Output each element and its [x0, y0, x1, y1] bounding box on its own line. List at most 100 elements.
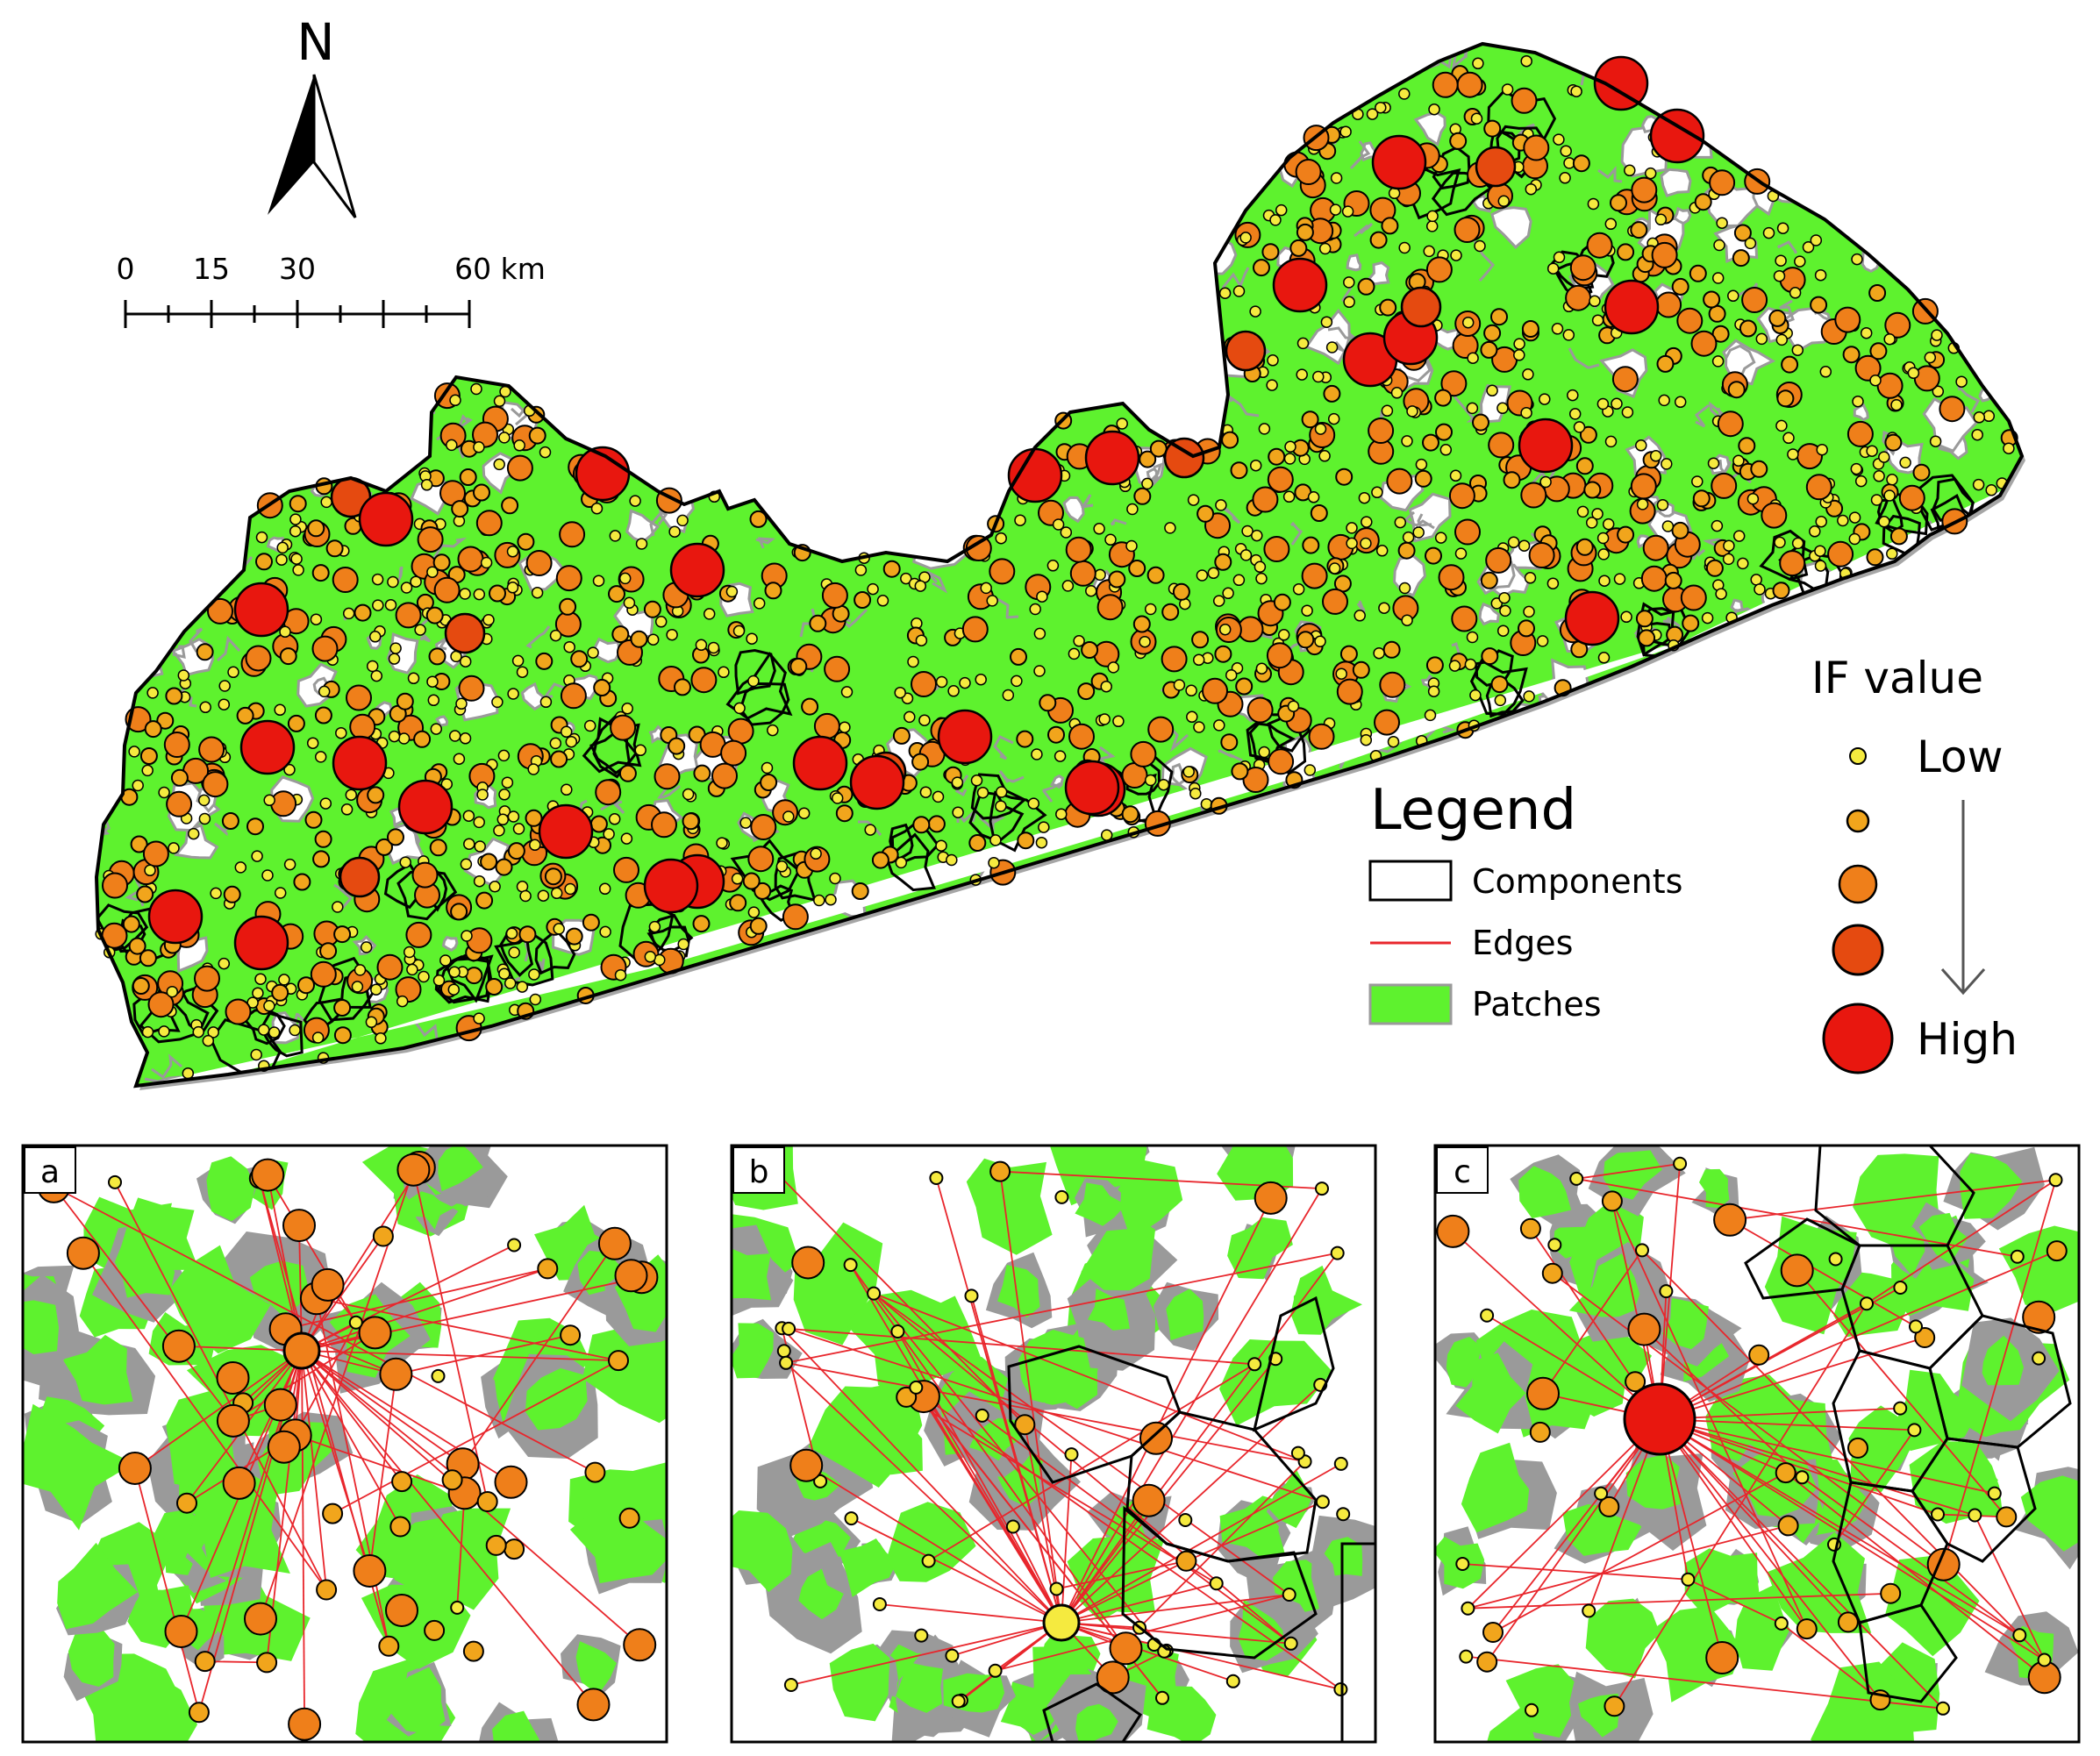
node-point-high — [1475, 146, 1517, 188]
node-point — [1789, 287, 1802, 299]
inset-node — [1987, 1486, 2002, 1501]
node-point — [1339, 645, 1358, 663]
inset-node — [1775, 1462, 1796, 1484]
patch-gap — [1853, 403, 1869, 422]
inset-edge — [301, 1350, 595, 1706]
node-point — [1322, 588, 1348, 615]
node-point — [1878, 516, 1890, 528]
inset-patch — [62, 1334, 133, 1405]
node-point — [809, 614, 827, 632]
patch-gap — [929, 185, 981, 234]
node-point — [489, 881, 501, 893]
node-point — [854, 591, 872, 609]
node-point — [1246, 696, 1274, 724]
node-point — [354, 603, 372, 622]
patch-edge — [1732, 282, 1759, 301]
node-point — [1200, 797, 1213, 810]
patch-edge — [1895, 958, 1911, 974]
inset-node — [372, 1225, 394, 1247]
inset-edge — [301, 1267, 548, 1352]
inset-edge — [1659, 1418, 1882, 1701]
patch-edge — [1224, 1028, 1247, 1050]
inset-patch — [23, 1300, 59, 1354]
node-point — [563, 640, 575, 653]
component-outline — [885, 832, 936, 892]
node-point — [676, 514, 689, 527]
node-point — [396, 995, 409, 1008]
patch-gap — [137, 490, 189, 540]
node-point — [1617, 525, 1635, 544]
node-point — [1010, 647, 1027, 666]
node-point — [446, 439, 458, 452]
node-point — [1690, 330, 1718, 357]
patch-gap — [886, 46, 916, 73]
node-point-high — [358, 491, 414, 547]
node-point — [1046, 560, 1060, 572]
patch-edge — [955, 202, 973, 226]
node-point — [365, 1016, 378, 1029]
patch-edge — [1211, 170, 1225, 189]
patch-edge — [825, 389, 849, 411]
node-point — [1397, 541, 1416, 560]
inset-edge — [958, 1622, 1062, 1702]
if-arrow-head — [1940, 968, 1986, 996]
node-point — [498, 432, 511, 444]
patch-edge — [1031, 1071, 1044, 1086]
node-point — [1610, 194, 1627, 212]
node-point — [1819, 366, 1832, 378]
inset-edge — [412, 1169, 489, 1503]
patch-gap — [414, 117, 438, 139]
node-point — [1196, 569, 1209, 582]
patch-gap — [389, 199, 435, 251]
inset-patch — [1568, 1253, 1640, 1317]
node-point — [1346, 522, 1358, 534]
node-point — [289, 525, 302, 538]
node-point — [1656, 354, 1675, 373]
patch-gap — [1824, 603, 1872, 650]
node-point — [1207, 567, 1220, 580]
inset-edge — [1659, 1418, 1849, 1623]
node-point — [1682, 614, 1700, 632]
scale-bar: 0 15 30 60 km — [117, 252, 546, 328]
patch-gap — [1900, 796, 1933, 827]
node-point — [1707, 457, 1720, 469]
node-point — [1371, 486, 1383, 499]
node-point — [559, 521, 586, 548]
node-point — [1768, 309, 1787, 327]
node-point — [1518, 619, 1535, 638]
inset-node — [1625, 1371, 1646, 1393]
node-point — [493, 395, 506, 408]
inset-edge — [873, 1292, 1305, 1463]
node-point — [376, 953, 404, 981]
node-point — [287, 714, 305, 732]
component-outline — [730, 839, 801, 902]
inset-node — [1713, 1203, 1747, 1237]
node-point — [389, 642, 402, 654]
inset-edge — [53, 1186, 234, 1422]
node-point — [276, 541, 289, 554]
patch-gap — [1968, 915, 1992, 938]
node-point — [1869, 374, 1882, 387]
patch-gap — [314, 240, 342, 270]
node-point — [1805, 474, 1832, 501]
node-point — [1898, 484, 1925, 511]
inset-node — [929, 1171, 944, 1185]
inset-edge — [849, 1264, 1062, 1624]
node-point — [935, 675, 948, 689]
patch-edge — [613, 247, 640, 264]
inset-node — [1601, 1190, 1623, 1212]
node-point — [1232, 285, 1246, 297]
node-point — [608, 585, 625, 603]
node-point — [1715, 588, 1727, 600]
node-point — [609, 530, 622, 542]
patch-edge — [1699, 644, 1715, 661]
node-point — [1214, 645, 1232, 663]
node-point — [1258, 423, 1271, 435]
inset-node — [288, 1707, 322, 1741]
node-point — [1249, 459, 1262, 472]
node-point — [1261, 243, 1280, 261]
patch-gap — [238, 460, 257, 478]
node-point — [911, 671, 937, 697]
node-point — [1253, 259, 1270, 277]
inset-node — [783, 1678, 798, 1692]
